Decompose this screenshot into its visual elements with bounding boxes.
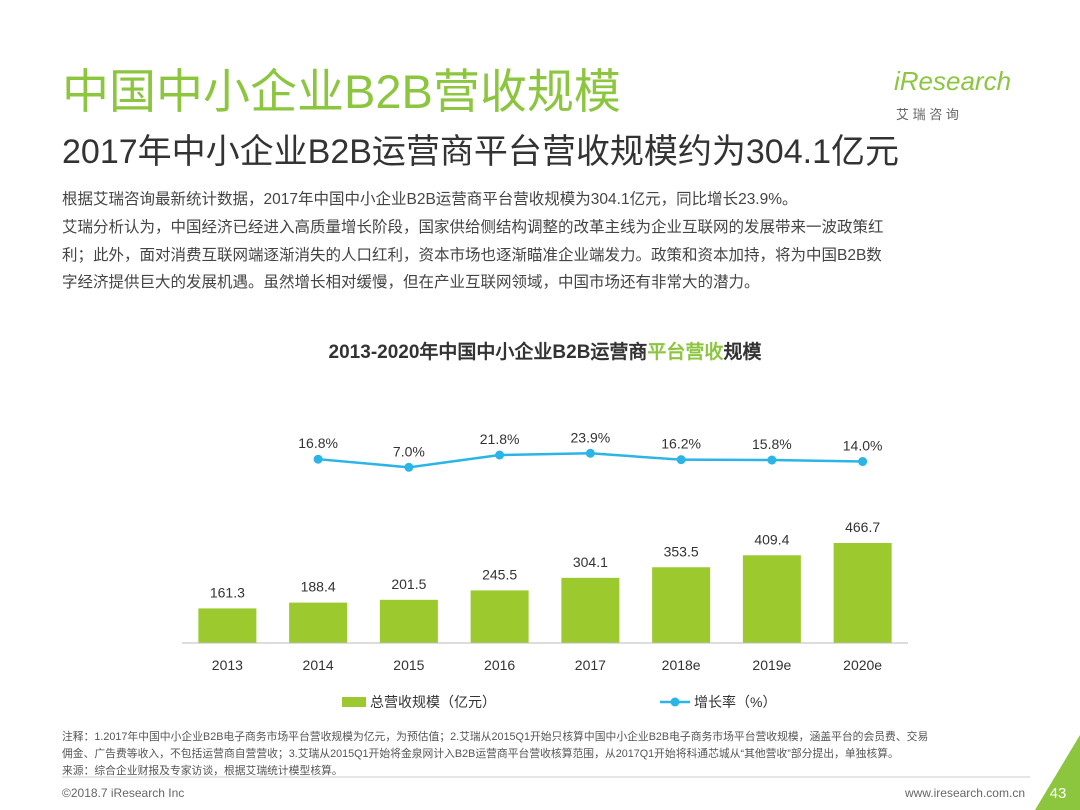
legend-label: 增长率（%）: [694, 694, 776, 710]
bar-label: 201.5: [391, 576, 426, 592]
x-tick-label: 2013: [212, 657, 243, 673]
bar: [470, 590, 529, 643]
growth-label: 21.8%: [480, 431, 520, 447]
growth-point: [858, 457, 868, 467]
growth-point: [404, 462, 414, 472]
bar-label: 353.5: [664, 543, 699, 559]
bar: [742, 555, 801, 643]
bar: [561, 577, 620, 643]
growth-point: [313, 454, 323, 464]
bar: [652, 567, 711, 643]
x-tick-label: 2020e: [843, 657, 882, 673]
bar: [833, 542, 892, 643]
growth-point: [585, 448, 595, 458]
x-tick-label: 2018e: [662, 657, 701, 673]
bar: [289, 602, 348, 643]
chart: 161.3 188.4 201.5 245.5 304.1 353.5 409.4 466.7…: [182, 429, 908, 710]
chart-title: 2013-2020年中国中小企业B2B运营商平台营收规模: [329, 340, 763, 363]
page-number: 43: [1050, 785, 1067, 802]
footer-url: www.iresearch.com.cn: [904, 786, 1025, 800]
growth-label: 14.0%: [843, 438, 883, 454]
legend-label: 总营收规模（亿元）: [370, 694, 496, 710]
corner: [1035, 735, 1080, 810]
chart-title-part: 规模: [723, 340, 762, 363]
copyright: ©2018.7 iResearch Inc: [62, 786, 184, 800]
bar-label: 188.4: [301, 579, 336, 595]
body-line: 根据艾瑞咨询最新统计数据，2017年中国中小企业B2B运营商平台营收规模为304…: [62, 190, 798, 208]
growth-point: [767, 455, 777, 465]
slide-title: 中国中小企业B2B营收规模: [62, 65, 621, 118]
note-line: 注释：1.2017年中国中小企业B2B电子商务市场平台营收规模为亿元，为预估值；…: [62, 729, 928, 743]
bar: [379, 599, 438, 643]
growth-point: [676, 455, 686, 465]
bar-label: 409.4: [754, 531, 789, 547]
bar-label: 466.7: [845, 519, 880, 535]
note-line: 佣金、广告费等收入，不包括运营商自营营收；3.艾瑞从2015Q1开始将金泉网计入…: [62, 746, 899, 760]
legend-swatch: [342, 697, 366, 707]
bar-label: 304.1: [573, 554, 608, 570]
growth-label: 7.0%: [393, 443, 425, 459]
x-tick-label: 2014: [303, 657, 334, 673]
x-tick-label: 2017: [575, 657, 606, 673]
chart-title-highlight: 平台营收: [647, 340, 723, 363]
growth-label: 16.2%: [661, 436, 701, 452]
x-tick-label: 2019e: [752, 657, 791, 673]
growth-label: 23.9%: [571, 429, 611, 445]
body-line: 字经济提供巨大的发展机遇。虽然增长相对缓慢，但在产业互联网领域，中国市场还有非常…: [62, 273, 760, 291]
logo: iResearch: [894, 66, 1011, 96]
note-line: 来源：综合企业财报及专家访谈，根据艾瑞统计模型核算。: [62, 763, 343, 777]
growth-point: [495, 450, 505, 460]
body-text: 根据艾瑞咨询最新统计数据，2017年中国中小企业B2B运营商平台营收规模为304…: [62, 190, 884, 291]
slide-subtitle: 2017年中小企业B2B运营商平台营收规模约为304.1亿元: [62, 133, 899, 171]
bar: [198, 608, 257, 643]
bar-label: 161.3: [210, 584, 245, 600]
body-line: 利；此外，面对消费互联网端逐渐消失的人口红利，资本市场也逐渐瞄准企业端发力。政策…: [62, 246, 882, 264]
bar-label: 245.5: [482, 566, 517, 582]
x-tick-label: 2015: [393, 657, 424, 673]
notes: 注释：1.2017年中国中小企业B2B电子商务市场平台营收规模为亿元，为预估值；…: [62, 729, 928, 777]
x-tick-label: 2016: [484, 657, 515, 673]
growth-label: 16.8%: [298, 435, 338, 451]
growth-label: 15.8%: [752, 436, 792, 452]
chart-title-part: 2013-2020年中国中小企业B2B运营商: [329, 340, 648, 363]
body-line: 艾瑞分析认为，中国经济已经进入高质量增长阶段，国家供给侧结构调整的改革主线为企业…: [62, 218, 884, 236]
logo-subtitle: 艾 瑞 咨 询: [896, 107, 959, 122]
legend-dot: [670, 697, 680, 707]
